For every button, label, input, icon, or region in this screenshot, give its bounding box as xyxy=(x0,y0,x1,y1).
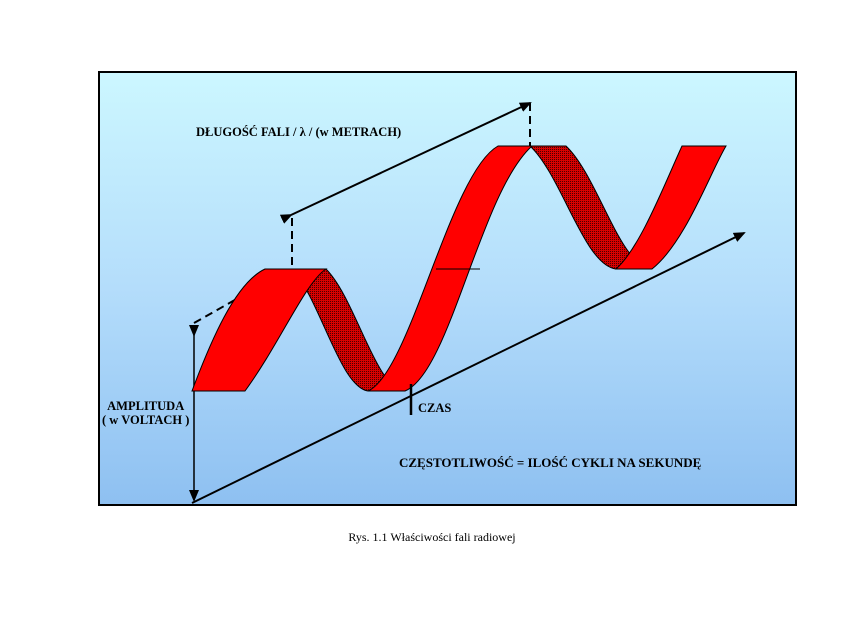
radio-wave-figure: DŁUGOŚĆ FALI / λ / (w METRACH) AMPLITUDA… xyxy=(98,71,797,506)
wave-front-face-3 xyxy=(614,145,727,270)
amplitude-label: AMPLITUDA ( w VOLTACH ) xyxy=(102,399,189,427)
wave-diagram xyxy=(189,102,746,504)
amplitude-label-line2: ( w VOLTACH ) xyxy=(102,413,190,427)
time-axis-arrow xyxy=(191,232,746,504)
figure-caption: Rys. 1.1 Właściwości fali radiowej xyxy=(348,530,516,544)
wavelength-label: DŁUGOŚĆ FALI / λ / (w METRACH) xyxy=(196,125,402,139)
time-label: CZAS xyxy=(418,401,452,415)
frequency-label: CZĘSTOTLIWOŚĆ = ILOŚĆ CYKLI NA SEKUNDĘ xyxy=(399,455,702,470)
amplitude-label-line1: AMPLITUDA xyxy=(107,399,185,413)
wavelength-arrow xyxy=(279,102,532,224)
wave-front-face-1 xyxy=(191,268,328,392)
